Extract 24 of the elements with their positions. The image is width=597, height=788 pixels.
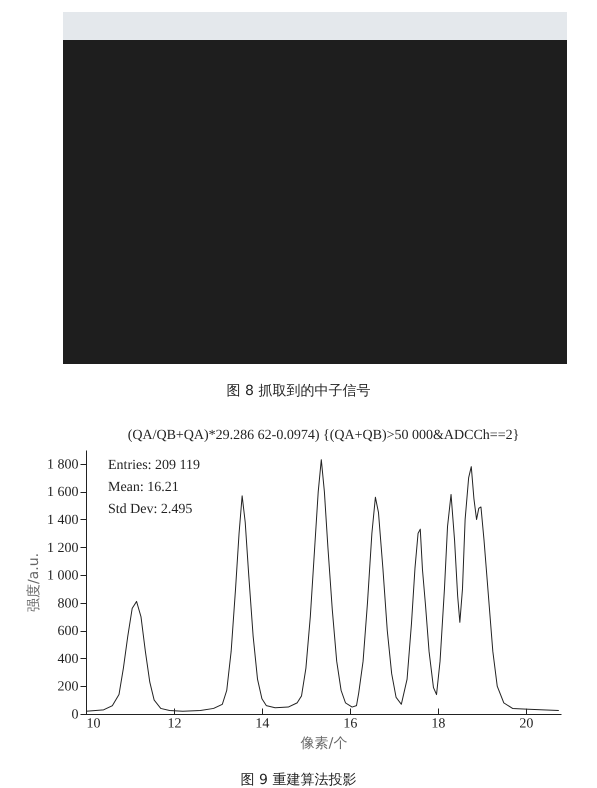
text: 图 8 抓取到的中子信号 (226, 382, 372, 400)
y-tick-label: 1 200 (47, 540, 78, 556)
x-tick-label: 10 (86, 716, 100, 732)
chart-title: (QA/QB+QA)*29.286 62-0.0974) {(QA+QB)>50 000&ADCCh==2} (128, 428, 520, 443)
x-tick-label: 18 (431, 716, 446, 732)
annotation: Std Dev: 2.495 (108, 502, 192, 517)
y-tick-label: 400 (58, 652, 78, 667)
annotation: Mean: 16.21 (108, 480, 179, 495)
y-axis-title: 强度/a.u. (26, 552, 42, 612)
x-tick-label: 14 (255, 716, 270, 732)
y-tick-label: 1 600 (47, 485, 78, 500)
annotation: Entries: 209 119 (108, 458, 200, 473)
y-tick-label: 200 (58, 680, 78, 695)
x-tick-label: 12 (167, 716, 182, 732)
y-tick-label: 0 (72, 708, 78, 722)
caption: 图 9 重建算法投影 (240, 771, 358, 788)
x-axis-title: 像素/个 (300, 736, 348, 752)
y-tick-label: 800 (58, 596, 78, 612)
x-tick-label: 16 (343, 716, 358, 732)
y-tick-label: 1 400 (47, 512, 78, 528)
y-tick-label: 600 (58, 624, 78, 640)
y-tick-label: 1 000 (47, 568, 78, 584)
y-tick-label: 1 800 (47, 457, 78, 472)
x-tick-label: 20 (519, 716, 534, 732)
